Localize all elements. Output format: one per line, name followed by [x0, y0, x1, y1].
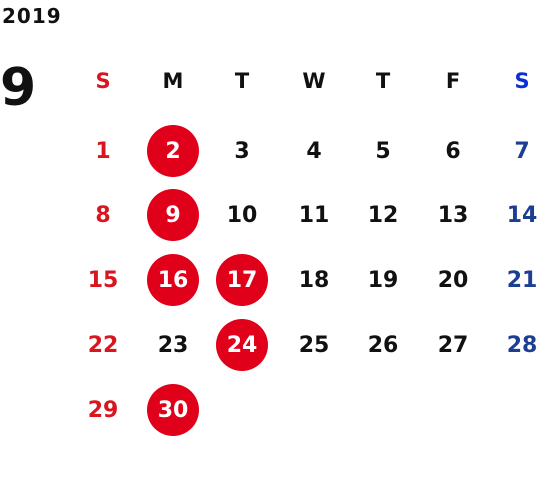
calendar-day-marked[interactable]: 30 [147, 384, 199, 436]
calendar-day[interactable]: 23 [157, 332, 189, 358]
calendar-day[interactable]: 21 [506, 267, 538, 293]
calendar-day[interactable]: 29 [87, 397, 119, 423]
weekday-header-tuesday: T [234, 69, 250, 93]
calendar-day[interactable]: 4 [306, 138, 322, 164]
calendar-day[interactable]: 25 [298, 332, 330, 358]
calendar-day[interactable]: 7 [514, 138, 530, 164]
calendar-day[interactable]: 19 [367, 267, 399, 293]
calendar-day[interactable]: 12 [367, 202, 399, 228]
weekday-header-monday: M [162, 69, 184, 93]
calendar-day[interactable]: 20 [437, 267, 469, 293]
month-number: 9 [0, 58, 37, 118]
calendar-day[interactable]: 11 [298, 202, 330, 228]
calendar-day[interactable]: 1 [95, 138, 111, 164]
calendar-day[interactable]: 27 [437, 332, 469, 358]
calendar-day-marked[interactable]: 9 [147, 189, 199, 241]
calendar-day[interactable]: 5 [375, 138, 391, 164]
calendar-day[interactable]: 6 [445, 138, 461, 164]
calendar-day[interactable]: 14 [506, 202, 538, 228]
calendar-day[interactable]: 22 [87, 332, 119, 358]
calendar-day[interactable]: 15 [87, 267, 119, 293]
calendar-day[interactable]: 3 [234, 138, 250, 164]
calendar-day-marked[interactable]: 17 [216, 254, 268, 306]
weekday-header-wednesday: W [302, 69, 326, 93]
weekday-header-friday: F [445, 69, 461, 93]
calendar-day-marked[interactable]: 24 [216, 319, 268, 371]
weekday-header-saturday: S [514, 69, 530, 93]
calendar-day[interactable]: 8 [95, 202, 111, 228]
calendar-day[interactable]: 28 [506, 332, 538, 358]
calendar-day[interactable]: 13 [437, 202, 469, 228]
year-label: 2019 [2, 4, 62, 28]
calendar-day[interactable]: 18 [298, 267, 330, 293]
calendar-day-marked[interactable]: 2 [147, 125, 199, 177]
calendar-day[interactable]: 10 [226, 202, 258, 228]
calendar-day-marked[interactable]: 16 [147, 254, 199, 306]
weekday-header-sunday: S [95, 69, 111, 93]
calendar-day[interactable]: 26 [367, 332, 399, 358]
weekday-header-thursday: T [375, 69, 391, 93]
